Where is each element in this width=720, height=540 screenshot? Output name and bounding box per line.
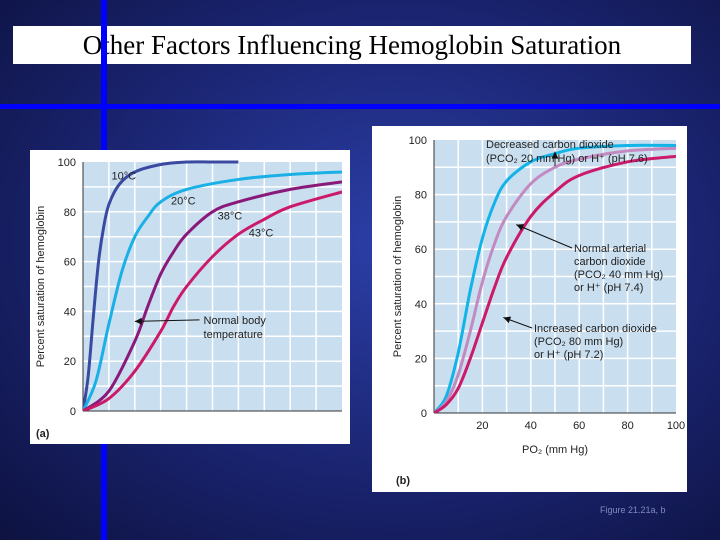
series-label-3: 43°C bbox=[249, 228, 274, 240]
annotation-a-text-0: Normal body bbox=[204, 315, 267, 327]
annotation-a-arrow-shaft bbox=[134, 319, 200, 322]
y-tick-label: 40 bbox=[64, 306, 76, 318]
series-label-1: 20°C bbox=[171, 195, 196, 207]
horizontal-accent-line bbox=[0, 104, 720, 109]
chart-b-svg: 0 20 40 60 80 100 20 40 60 80 100 Percent saturatio… bbox=[392, 135, 685, 487]
annotation-b2-arrow-head bbox=[516, 224, 525, 231]
x-tick-label: 20 bbox=[476, 420, 488, 432]
y-tick-label: 60 bbox=[64, 257, 76, 269]
figure-caption: Figure 21.21a, b bbox=[600, 505, 666, 515]
y-tick-label: 60 bbox=[415, 244, 427, 256]
series-line-2 bbox=[83, 180, 342, 411]
series-line-1 bbox=[434, 146, 676, 413]
y-tick-label: 20 bbox=[64, 356, 76, 368]
series-line-0 bbox=[434, 143, 676, 413]
series-label-2: 38°C bbox=[218, 210, 243, 222]
y-axis-label: Percent saturation of hemoglobin bbox=[35, 206, 47, 367]
chart-panel-b: 0 20 40 60 80 100 20 40 60 80 100 Percent saturatio… bbox=[372, 126, 687, 492]
y-tick-label: 40 bbox=[415, 299, 427, 311]
y-tick-label: 80 bbox=[415, 190, 427, 202]
x-tick-label: 100 bbox=[667, 420, 685, 432]
series-line-1 bbox=[83, 170, 342, 411]
annotation-b3-text-0: Increased carbon dioxide bbox=[534, 323, 657, 335]
annotation-b3-text-1: (PCO₂ 80 mm Hg) bbox=[534, 336, 623, 348]
series-line-2 bbox=[434, 154, 676, 413]
y-axis-label: Percent saturation of hemoglobin bbox=[392, 196, 404, 357]
x-tick-label: 60 bbox=[573, 420, 585, 432]
panel-label: (b) bbox=[396, 475, 410, 487]
y-tick-label: 100 bbox=[409, 135, 427, 147]
annotation-b3-arrow-head bbox=[503, 316, 512, 324]
y-tick-label: 80 bbox=[64, 207, 76, 219]
series-label-0: 10°C bbox=[111, 170, 136, 182]
x-tick-label: 40 bbox=[525, 420, 537, 432]
annotation-b2-text-2: (PCO₂ 40 mm Hg) bbox=[574, 269, 663, 281]
panel-label: (a) bbox=[36, 428, 50, 440]
chart-panel-a: 0 20 40 60 80 100 Percent saturation of hemogl… bbox=[30, 150, 350, 444]
series-line-3 bbox=[83, 190, 342, 411]
slide-title: Other Factors Influencing Hemoglobin Sat… bbox=[13, 26, 691, 64]
y-tick-label: 20 bbox=[415, 353, 427, 365]
annotation-b1-arrow-head bbox=[551, 151, 559, 159]
annotation-b2-text-3: or H⁺ (pH 7.4) bbox=[574, 282, 643, 294]
annotation-b1-text-0: Decreased carbon dioxide bbox=[486, 139, 614, 151]
annotation-a-text-1: temperature bbox=[204, 329, 263, 341]
y-tick-label: 0 bbox=[70, 406, 76, 418]
annotation-b2-text-1: carbon dioxide bbox=[574, 256, 646, 268]
annotation-b1-text-1: (PCO₂ 20 mm Hg) or H⁺ (pH 7.6) bbox=[486, 153, 648, 165]
x-tick-label: 80 bbox=[621, 420, 633, 432]
annotation-a-arrow-head bbox=[134, 317, 142, 325]
annotation-b2-text-0: Normal arterial bbox=[574, 243, 646, 255]
y-tick-label: 0 bbox=[421, 408, 427, 420]
series-line-0 bbox=[83, 160, 239, 411]
chart-a-svg: 0 20 40 60 80 100 Percent saturation of hemogl… bbox=[35, 157, 342, 440]
annotation-b3-text-2: or H⁺ (pH 7.2) bbox=[534, 349, 603, 361]
x-axis-label: PO₂ (mm Hg) bbox=[522, 444, 588, 456]
y-tick-label: 100 bbox=[58, 157, 76, 169]
annotation-b2-arrow-shaft bbox=[516, 224, 573, 249]
